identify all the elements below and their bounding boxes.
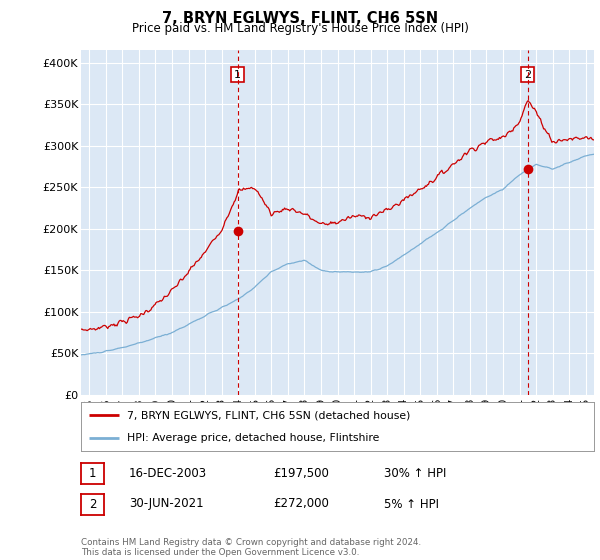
Text: 5% ↑ HPI: 5% ↑ HPI: [384, 497, 439, 511]
Text: Price paid vs. HM Land Registry's House Price Index (HPI): Price paid vs. HM Land Registry's House …: [131, 22, 469, 35]
Text: 7, BRYN EGLWYS, FLINT, CH6 5SN (detached house): 7, BRYN EGLWYS, FLINT, CH6 5SN (detached…: [127, 410, 410, 421]
Text: 30-JUN-2021: 30-JUN-2021: [129, 497, 203, 511]
Text: 1: 1: [234, 69, 241, 80]
Text: £272,000: £272,000: [273, 497, 329, 511]
Text: 2: 2: [89, 498, 96, 511]
Text: 16-DEC-2003: 16-DEC-2003: [129, 466, 207, 480]
Text: HPI: Average price, detached house, Flintshire: HPI: Average price, detached house, Flin…: [127, 433, 380, 444]
Text: 2: 2: [524, 69, 532, 80]
Text: 30% ↑ HPI: 30% ↑ HPI: [384, 466, 446, 480]
Text: £197,500: £197,500: [273, 466, 329, 480]
Text: 7, BRYN EGLWYS, FLINT, CH6 5SN: 7, BRYN EGLWYS, FLINT, CH6 5SN: [162, 11, 438, 26]
Text: 1: 1: [89, 467, 96, 480]
Text: Contains HM Land Registry data © Crown copyright and database right 2024.
This d: Contains HM Land Registry data © Crown c…: [81, 538, 421, 557]
